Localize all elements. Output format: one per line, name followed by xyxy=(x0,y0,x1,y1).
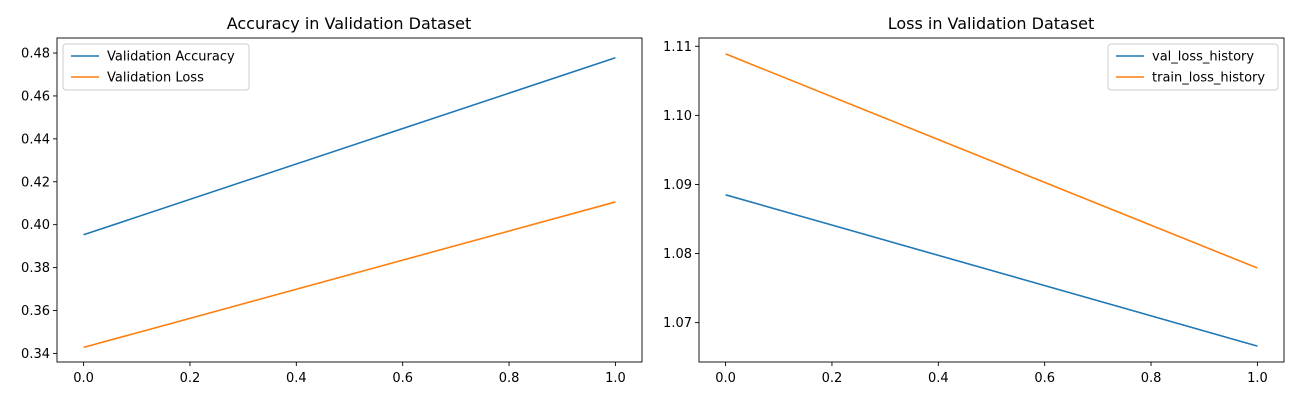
series-line-0 xyxy=(725,194,1258,347)
y-tick-label: 0.42 xyxy=(21,175,50,190)
x-tick-label: 0.0 xyxy=(715,371,736,386)
x-tick-label: 0.6 xyxy=(392,371,413,386)
x-tick-label: 0.8 xyxy=(499,371,520,386)
y-tick-label: 0.34 xyxy=(21,347,50,362)
series-line-1 xyxy=(83,201,616,349)
legend-box xyxy=(1107,43,1279,91)
y-tick-label: 0.38 xyxy=(21,261,50,276)
x-tick-label: 0.0 xyxy=(73,371,94,386)
y-tick-label: 1.11 xyxy=(663,40,692,55)
x-tick-label: 0.2 xyxy=(822,371,843,386)
x-tick-label: 0.6 xyxy=(1034,371,1055,386)
y-tick-label: 1.08 xyxy=(663,247,692,262)
axes-frame xyxy=(698,37,1285,363)
series-line-0 xyxy=(83,56,616,236)
legend-box xyxy=(62,43,250,91)
y-tick-label: 1.07 xyxy=(663,316,692,331)
chart-title: Loss in Validation Dataset xyxy=(888,14,1095,33)
legend: Validation Accuracy Validation Loss xyxy=(62,43,250,91)
legend-label: Validation Accuracy xyxy=(107,50,235,65)
series-line-1 xyxy=(725,53,1258,269)
legend-label: Validation Loss xyxy=(107,71,204,86)
loss-chart: Loss in Validation Dataset 0.0 0.2 0.4 0.6 0… xyxy=(663,14,1285,386)
x-tick-label: 0.8 xyxy=(1141,371,1162,386)
chart-title: Accuracy in Validation Dataset xyxy=(227,14,472,33)
y-tick-label: 0.48 xyxy=(21,47,50,62)
y-tick-label: 0.36 xyxy=(21,304,50,319)
y-tick-label: 1.10 xyxy=(663,109,692,124)
x-tick-label: 1.0 xyxy=(1247,371,1268,386)
legend: val_loss_history train_loss_history xyxy=(1107,43,1279,91)
x-tick-label: 0.4 xyxy=(286,371,307,386)
accuracy-chart: Accuracy in Validation Dataset 0.0 0.2 0.4… xyxy=(21,14,643,386)
legend-label: val_loss_history xyxy=(1152,50,1254,65)
x-tick-label: 1.0 xyxy=(605,371,626,386)
y-tick-label: 0.44 xyxy=(21,132,50,147)
x-tick-label: 0.4 xyxy=(928,371,949,386)
y-tick-label: 0.46 xyxy=(21,89,50,104)
legend-label: train_loss_history xyxy=(1152,71,1265,86)
y-tick-label: 0.40 xyxy=(21,218,50,233)
y-tick-label: 1.09 xyxy=(663,178,692,193)
axes-frame xyxy=(56,37,643,363)
x-tick-label: 0.2 xyxy=(180,371,201,386)
